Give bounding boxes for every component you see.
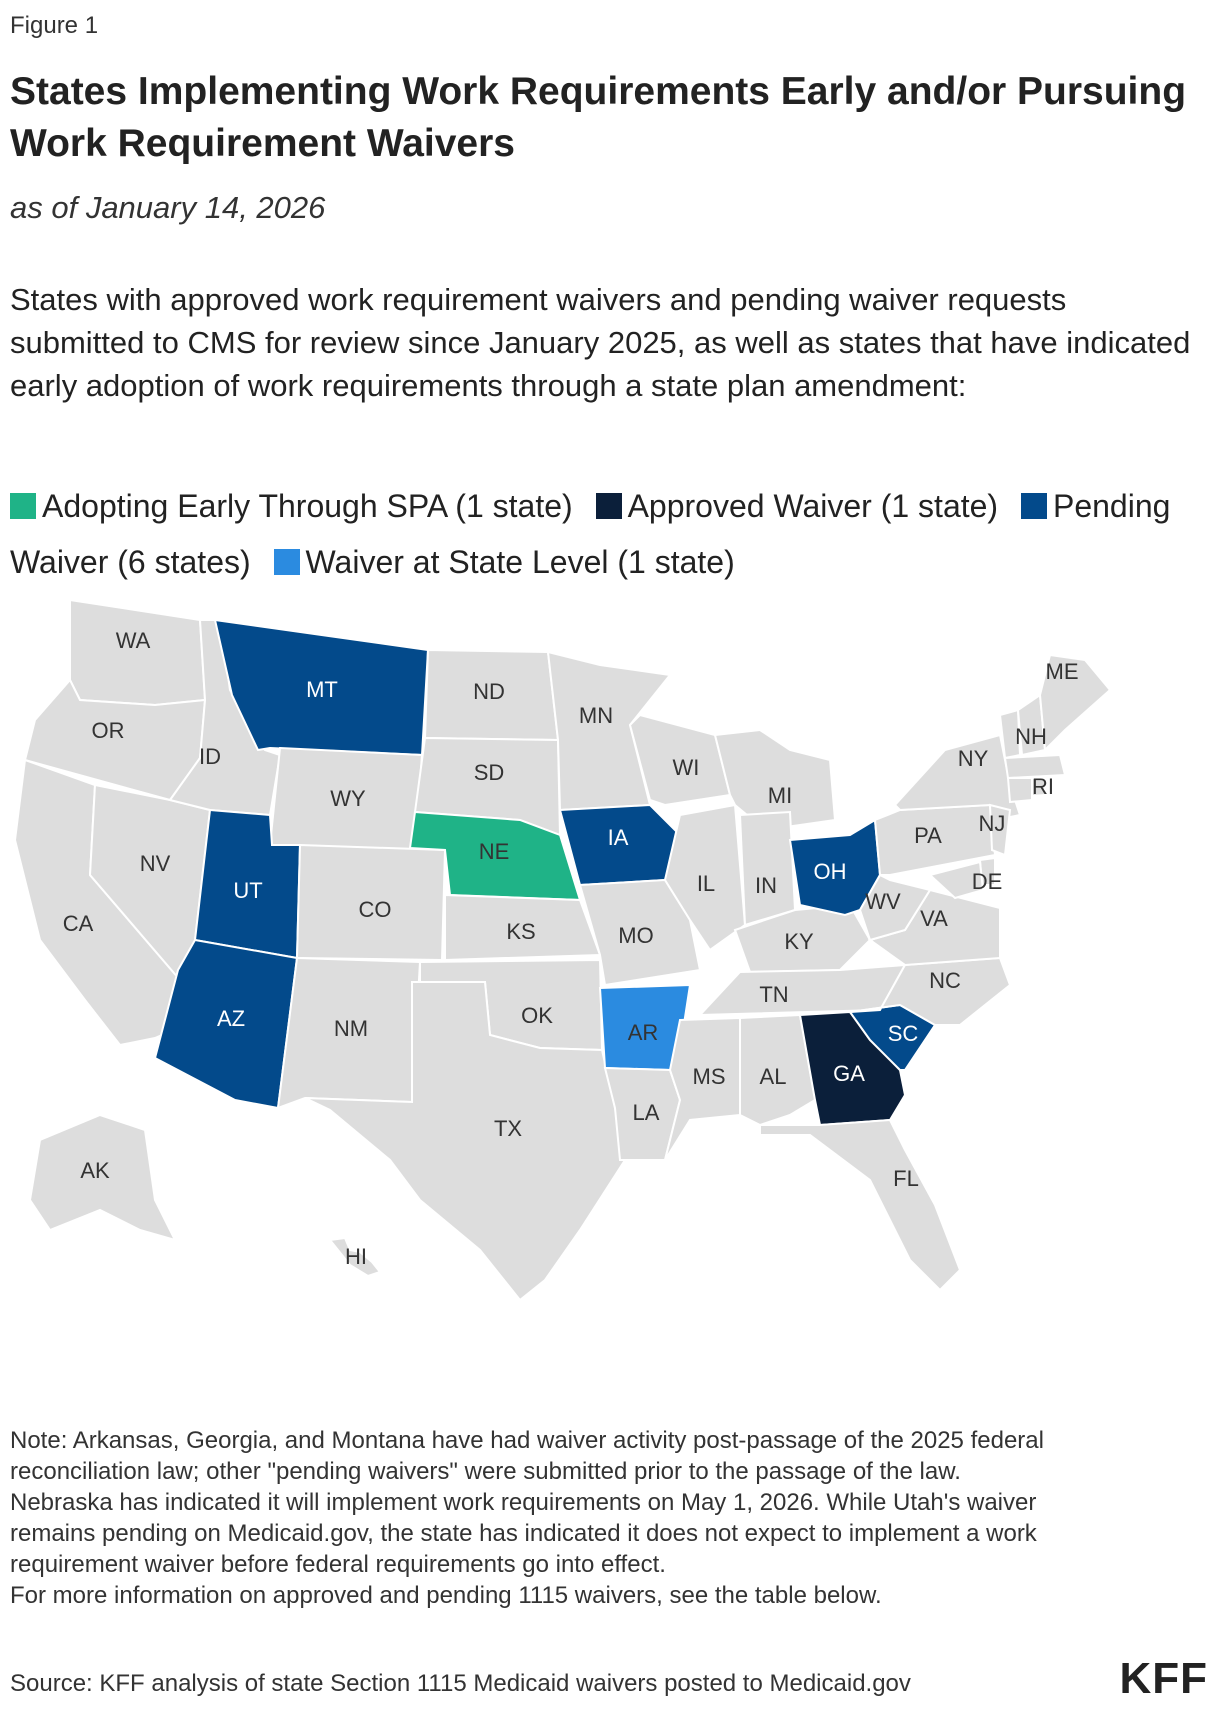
state-tx[interactable] (304, 981, 627, 1302)
legend-swatch (273, 549, 300, 575)
state-label-ky: KY (784, 929, 814, 954)
state-label-mi: MI (768, 783, 792, 808)
kff-logo: KFF (1119, 1654, 1208, 1703)
state-label-ny: NY (958, 746, 989, 771)
state-label-sc: SC (888, 1021, 919, 1046)
legend-item-state-level[interactable]: Waiver at State Level (1 state) (273, 544, 735, 580)
state-label-mo: MO (618, 923, 653, 948)
state-label-sd: SD (474, 760, 505, 785)
state-label-la: LA (633, 1100, 660, 1125)
legend-item-spa[interactable]: Adopting Early Through SPA (1 state) (10, 488, 573, 524)
state-label-or: OR (92, 718, 125, 743)
chart-description: States with approved work requirement wa… (10, 282, 1191, 403)
state-label-wv: WV (865, 889, 901, 914)
state-ma[interactable] (1003, 753, 1067, 780)
legend-label: Adopting Early Through SPA (1 state) (42, 488, 573, 524)
state-label-ut: UT (233, 878, 262, 903)
state-me[interactable] (1038, 653, 1112, 753)
state-label-id: ID (199, 744, 221, 769)
legend: Adopting Early Through SPA (1 state) App… (10, 478, 1205, 590)
state-label-il: IL (697, 871, 715, 896)
state-hi[interactable] (328, 1236, 382, 1278)
state-ct[interactable] (1006, 777, 1033, 804)
legend-label: Approved Waiver (1 state) (627, 488, 999, 524)
state-label-ga: GA (833, 1061, 865, 1086)
note-1: Note: Arkansas, Georgia, and Montana hav… (10, 1427, 1044, 1485)
notes: Note: Arkansas, Georgia, and Montana hav… (10, 1425, 1090, 1611)
state-nj[interactable] (988, 803, 1012, 857)
legend-swatch (1020, 493, 1047, 519)
figure-label: Figure 1 (10, 12, 99, 39)
state-ak[interactable] (28, 1113, 177, 1242)
state-label-oh: OH (814, 859, 847, 884)
state-ms[interactable] (664, 1016, 741, 1161)
chart-subtitle: as of January 14, 2026 (10, 190, 326, 225)
state-label-nc: NC (929, 968, 961, 993)
state-label-de: DE (972, 869, 1003, 894)
state-label-nh: NH (1015, 724, 1047, 749)
state-label-nd: ND (473, 679, 505, 704)
state-ny[interactable] (893, 733, 1022, 822)
state-label-in: IN (755, 873, 777, 898)
state-ri[interactable] (1031, 777, 1046, 798)
note-2: Nebraska has indicated it will implement… (10, 1489, 1037, 1578)
state-label-pa: PA (914, 823, 942, 848)
legend-item-pending[interactable]: Pending Waiver (6 states) (10, 488, 1170, 580)
state-label-ak: AK (80, 1158, 110, 1183)
state-label-ne: NE (479, 839, 510, 864)
legend-swatch (10, 493, 36, 519)
legend-item-approved[interactable]: Approved Waiver (1 state) (595, 488, 999, 524)
state-label-mt: MT (306, 677, 338, 702)
state-label-tx: TX (494, 1116, 522, 1141)
state-label-va: VA (920, 906, 948, 931)
state-co[interactable] (295, 843, 447, 962)
state-tn[interactable] (697, 963, 907, 1017)
state-label-wi: WI (673, 755, 700, 780)
state-label-nv: NV (140, 851, 171, 876)
source-note: Source: KFF analysis of state Section 11… (10, 1670, 911, 1697)
state-md[interactable] (927, 860, 985, 900)
state-label-ri: RI (1032, 774, 1054, 799)
note-3: For more information on approved and pen… (10, 1582, 882, 1609)
state-label-mn: MN (579, 703, 613, 728)
state-label-ks: KS (506, 919, 535, 944)
state-label-me: ME (1046, 659, 1079, 684)
state-label-nj: NJ (979, 811, 1006, 836)
us-map: WA OR CA NV ID MT WY UT AZ CO NM ND SD NE KS OK TX MN IA MO… (13, 600, 1112, 1302)
state-in[interactable] (738, 810, 797, 927)
state-vt[interactable] (998, 708, 1022, 760)
state-label-ok: OK (521, 1003, 553, 1028)
legend-label: Pending Waiver (6 states) (10, 488, 1171, 580)
state-label-co: CO (359, 897, 392, 922)
chart-title: States Implementing Work Requirements Ea… (10, 70, 1187, 165)
state-mi[interactable] (713, 728, 837, 832)
state-label-al: AL (760, 1064, 787, 1089)
state-label-wy: WY (330, 786, 366, 811)
state-label-ca: CA (63, 911, 94, 936)
state-label-tn: TN (759, 982, 788, 1007)
state-label-ia: IA (608, 825, 629, 850)
state-label-nm: NM (334, 1016, 368, 1041)
state-fl[interactable] (759, 1118, 962, 1292)
state-label-hi: HI (345, 1244, 367, 1269)
state-label-ar: AR (628, 1020, 659, 1045)
state-label-az: AZ (217, 1006, 245, 1031)
state-label-wa: WA (116, 628, 151, 653)
state-label-fl: FL (893, 1166, 919, 1191)
legend-swatch (595, 493, 622, 519)
legend-label: Waiver at State Level (1 state) (305, 544, 735, 580)
state-label-ms: MS (693, 1064, 726, 1089)
